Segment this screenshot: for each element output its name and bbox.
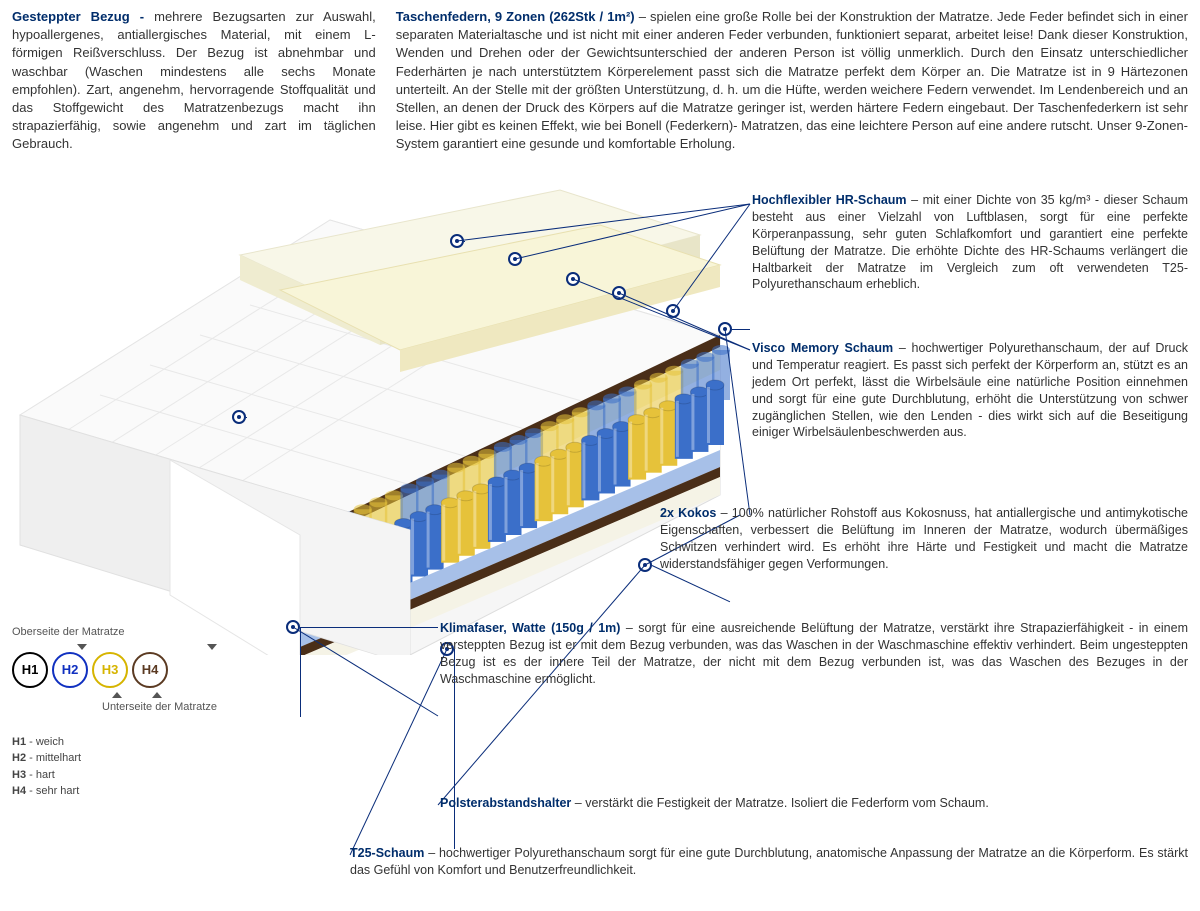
callout-kokos: 2x Kokos – 100% natürlicher Rohstoff aus… <box>660 505 1188 573</box>
polster-text: – verstärkt die Festigkeit der Matratze.… <box>575 796 989 810</box>
springs-text: – spielen eine große Rolle bei der Konst… <box>396 9 1188 151</box>
marker-polster <box>638 558 652 572</box>
marker-klima <box>286 620 300 634</box>
marker-cover <box>232 410 246 424</box>
callout-klima: Klimafaser, Watte (150g / 1m) – sorgt fü… <box>440 620 1188 688</box>
callout-visco: Visco Memory Schaum – hochwertiger Polyu… <box>752 340 1188 441</box>
arrow-icon <box>112 692 122 698</box>
mattress-illustration <box>0 175 735 655</box>
hardness-bottom-label: Unterseite der Matratze <box>102 700 262 715</box>
hardness-circle: H2 <box>52 652 88 688</box>
leader-hr-stub <box>464 241 465 242</box>
hardness-legend-list: H1 - weichH2 - mittelhartH3 - hartH4 - s… <box>12 734 262 800</box>
springs-title: Taschenfedern, 9 Zonen (262Stk / 1m²) <box>396 9 635 24</box>
marker-visco2 <box>612 286 626 300</box>
leader-visco <box>732 329 750 330</box>
callout-polster: Polsterabstandshalter – verstärkt die Fe… <box>440 795 1188 812</box>
t25-text: – hochwertiger Polyurethanschaum sorgt f… <box>350 846 1188 877</box>
arrow-icon <box>152 692 162 698</box>
hardness-circle: H1 <box>12 652 48 688</box>
kokos-title: 2x Kokos <box>660 506 716 520</box>
marker-springs <box>666 304 680 318</box>
visco-text: – hochwertiger Polyurethanschaum, der au… <box>752 341 1188 439</box>
hr-title: Hochflexibler HR-Schaum <box>752 193 907 207</box>
hardness-legend-line: H2 - mittelhart <box>12 750 262 767</box>
mattress-svg <box>0 175 735 655</box>
kokos-text: – 100% natürlicher Rohstoff aus Kokosnus… <box>660 506 1188 571</box>
hardness-legend: Oberseite der Matratze H1H2H3H4 Untersei… <box>12 625 262 800</box>
hardness-circle: H3 <box>92 652 128 688</box>
leader-cover <box>246 417 247 418</box>
arrow-icon <box>77 644 87 650</box>
hr-text: – mit einer Dichte von 35 kg/m³ - dieser… <box>752 193 1188 291</box>
cover-text: mehrere Bezugsarten zur Auswahl, hypoall… <box>12 9 376 151</box>
hardness-legend-line: H3 - hart <box>12 767 262 784</box>
top-text-row: Gesteppter Bezug - mehrere Bezugsarten z… <box>0 0 1200 162</box>
marker-kokos <box>718 322 732 336</box>
visco-title: Visco Memory Schaum <box>752 341 893 355</box>
callout-t25: T25-Schaum – hochwertiger Polyurethansch… <box>350 845 1188 879</box>
marker-visco1 <box>566 272 580 286</box>
cover-title: Gesteppter Bezug - <box>12 9 144 24</box>
hardness-circle: H4 <box>132 652 168 688</box>
cover-description: Gesteppter Bezug - mehrere Bezugsarten z… <box>12 8 376 154</box>
klima-title: Klimafaser, Watte (150g / 1m) <box>440 621 620 635</box>
hardness-circles: H1H2H3H4 <box>12 652 262 688</box>
hardness-top-label: Oberseite der Matratze <box>12 625 262 640</box>
leader-klima <box>300 627 438 628</box>
leader-klima-v <box>300 627 301 717</box>
hardness-legend-line: H4 - sehr hart <box>12 783 262 800</box>
callout-hr: Hochflexibler HR-Schaum – mit einer Dich… <box>752 192 1188 293</box>
springs-description: Taschenfedern, 9 Zonen (262Stk / 1m²) – … <box>396 8 1188 154</box>
marker-hr2 <box>508 252 522 266</box>
polster-title: Polsterabstandshalter <box>440 796 571 810</box>
hardness-legend-line: H1 - weich <box>12 734 262 751</box>
t25-title: T25-Schaum <box>350 846 424 860</box>
arrow-icon <box>207 644 217 650</box>
marker-hr1 <box>450 234 464 248</box>
